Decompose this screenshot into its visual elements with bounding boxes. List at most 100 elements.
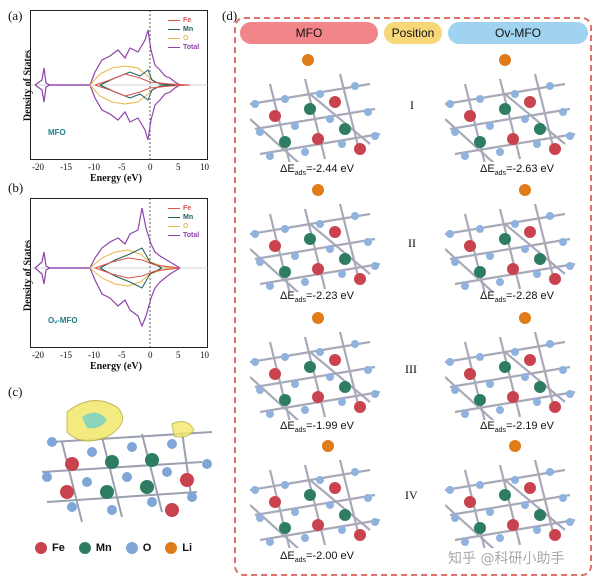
legend-item: O xyxy=(168,34,199,43)
legend-swatch xyxy=(168,225,180,227)
energy-value: -1.99 eV xyxy=(312,420,355,432)
tick-label: 10 xyxy=(200,350,209,360)
dos-b-legend: Fe Mn O Total xyxy=(168,204,199,240)
panel-c-label: (c) xyxy=(8,384,23,399)
legend-o-label: O xyxy=(142,542,152,554)
tick-label: -5 xyxy=(118,162,126,172)
position-label-iv: IV xyxy=(405,488,418,502)
li-atom-icon xyxy=(312,312,324,324)
panel-d-frame xyxy=(234,17,592,576)
energy-prefix: ΔE xyxy=(280,550,295,562)
structure-mfo-iv xyxy=(250,440,382,548)
dos-a-legend: Fe Mn O Total xyxy=(168,16,199,52)
charge-density-structure xyxy=(41,400,213,523)
dos-plot-a xyxy=(30,10,208,160)
legend-label: O xyxy=(183,223,189,230)
o-ball-icon xyxy=(125,542,138,554)
dos-b-xticks: -20 -15 -10 -5 0 5 10 xyxy=(30,350,209,360)
energy-value: -2.19 eV xyxy=(512,420,555,432)
energy-sub: ads xyxy=(494,170,506,178)
tick-label: 5 xyxy=(176,162,181,172)
energy-value: -2.23 eV xyxy=(312,290,355,302)
energy-mfo-iv: ΔEads=-2.00 eV xyxy=(280,550,355,565)
header-position-pill: Position xyxy=(384,22,442,44)
energy-mfo-iii: ΔEads=-1.99 eV xyxy=(280,420,355,435)
atom-legend: Fe Mn O Li xyxy=(35,542,206,554)
legend-swatch xyxy=(168,28,180,30)
legend-label: Fe xyxy=(183,205,192,212)
header-mfo-pill: MFO xyxy=(240,22,378,44)
li-atom-icon xyxy=(312,184,324,196)
position-label-iii: III xyxy=(405,362,417,376)
dos-a-inplot-label: MFO xyxy=(48,128,66,137)
tick-label: -10 xyxy=(88,162,100,172)
energy-prefix: ΔE xyxy=(280,290,295,302)
structure-ov-ii xyxy=(445,184,577,292)
panel-a-label: (a) xyxy=(8,8,23,23)
panel-b-label: (b) xyxy=(8,180,24,195)
energy-value: -2.28 eV xyxy=(512,290,555,302)
dos-b-xlabel: Energy (eV) xyxy=(90,361,142,372)
energy-sub: ads xyxy=(294,427,306,435)
energy-sub: ads xyxy=(494,297,506,305)
position-label-i: I xyxy=(410,98,414,112)
legend-item: Total xyxy=(168,43,199,52)
legend-fe-label: Fe xyxy=(52,542,65,554)
position-label-ii: II xyxy=(408,236,416,250)
header-ovmfo-pill: Ov-MFO xyxy=(448,22,588,44)
energy-sub: ads xyxy=(294,170,306,178)
energy-sub: ads xyxy=(294,297,306,305)
watermark: 知乎 @科研小助手 xyxy=(448,551,565,567)
energy-prefix: ΔE xyxy=(480,420,495,432)
energy-value: -2.00 eV xyxy=(312,550,355,562)
legend-swatch xyxy=(168,46,180,48)
legend-swatch xyxy=(168,37,180,39)
li-ball-icon xyxy=(165,542,178,554)
legend-item: O xyxy=(168,222,199,231)
legend-label: Mn xyxy=(183,214,194,221)
tick-label: -5 xyxy=(118,350,126,360)
energy-sub: ads xyxy=(494,427,506,435)
legend-label: O xyxy=(183,35,189,42)
li-atom-icon xyxy=(519,184,531,196)
structure-mfo-i xyxy=(250,54,382,162)
legend-swatch xyxy=(168,207,180,209)
legend-item: Fe xyxy=(168,16,199,25)
structure-ov-iv xyxy=(445,440,577,548)
tick-label: 0 xyxy=(148,162,153,172)
tick-label: -10 xyxy=(88,350,100,360)
tick-label: -15 xyxy=(60,162,72,172)
legend-label: Mn xyxy=(183,26,194,33)
legend-label: Total xyxy=(183,44,200,51)
energy-prefix: ΔE xyxy=(280,420,295,432)
li-atom-icon xyxy=(509,440,521,452)
legend-swatch xyxy=(168,19,180,21)
legend-item: Mn xyxy=(168,213,199,222)
energy-value: -2.63 eV xyxy=(512,163,555,175)
li-atom-icon xyxy=(302,54,314,66)
tick-label: 5 xyxy=(176,350,181,360)
structure-mfo-iii xyxy=(250,312,382,420)
tick-label: 0 xyxy=(148,350,153,360)
structure-ov-iii xyxy=(445,312,577,420)
energy-sub: ads xyxy=(294,557,306,565)
energy-mfo-ii: ΔEads=-2.23 eV xyxy=(280,290,355,305)
fe-ball-icon xyxy=(35,542,47,554)
legend-swatch xyxy=(168,234,180,236)
dos-plot-b xyxy=(30,198,208,348)
legend-mn-label: Mn xyxy=(95,542,112,554)
legend-item: Total xyxy=(168,231,199,240)
li-atom-icon xyxy=(322,440,334,452)
energy-prefix: ΔE xyxy=(480,163,495,175)
energy-prefix: ΔE xyxy=(480,290,495,302)
mn-ball-icon xyxy=(78,542,91,554)
tick-label: -20 xyxy=(32,350,44,360)
energy-mfo-i: ΔEads=-2.44 eV xyxy=(280,163,355,178)
dos-a-xlabel: Energy (eV) xyxy=(90,173,142,184)
energy-ov-ii: ΔEads=-2.28 eV xyxy=(480,290,555,305)
energy-ov-iii: ΔEads=-2.19 eV xyxy=(480,420,555,435)
legend-item: Mn xyxy=(168,25,199,34)
structure-mfo-ii xyxy=(250,184,382,292)
legend-li-label: Li xyxy=(182,542,193,554)
li-atom-icon xyxy=(519,312,531,324)
